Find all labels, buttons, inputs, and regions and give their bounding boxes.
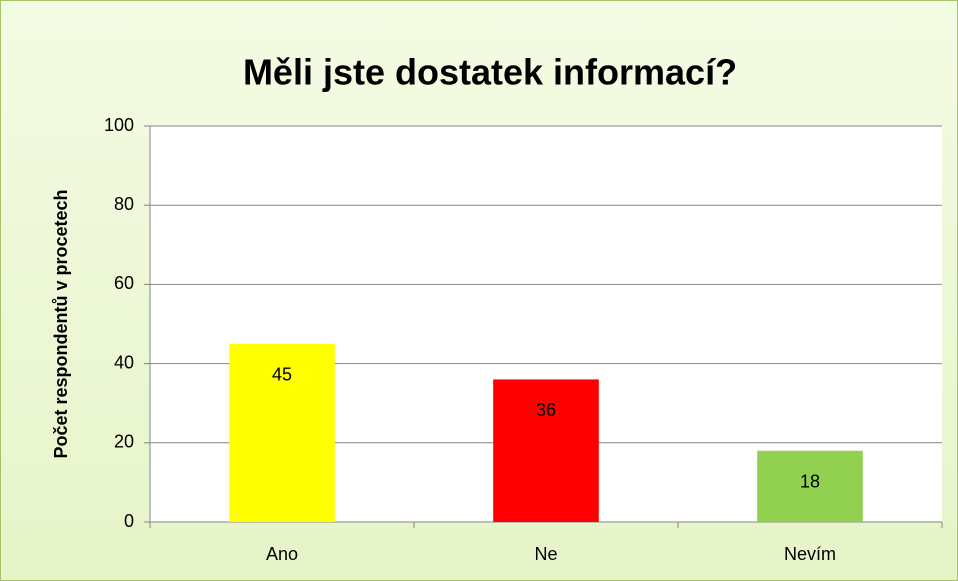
data-label: 36 (536, 400, 556, 420)
y-tick-label: 0 (124, 511, 134, 531)
data-label: 45 (272, 365, 292, 385)
bar (757, 450, 863, 522)
bar (493, 379, 599, 522)
y-tick-label: 20 (114, 432, 134, 452)
x-tick-label: Nevím (784, 544, 836, 564)
bar (229, 343, 335, 522)
x-tick-label: Ano (266, 544, 298, 564)
y-tick-label: 60 (114, 273, 134, 293)
y-tick-label: 40 (114, 352, 134, 372)
y-axis-label: Počet respondentů v procetech (51, 189, 71, 458)
data-label: 18 (800, 471, 820, 491)
x-tick-label: Ne (534, 544, 557, 564)
y-tick-label: 80 (114, 194, 134, 214)
chart-title: Měli jste dostatek informací? (243, 52, 737, 93)
y-tick-label: 100 (104, 115, 134, 135)
